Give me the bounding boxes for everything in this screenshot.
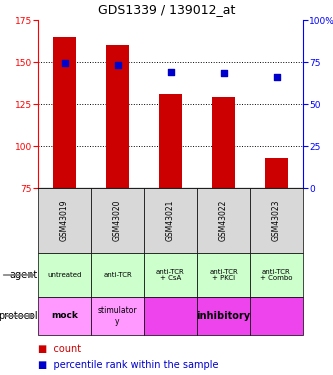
- Bar: [91, 188, 144, 253]
- Text: GSM43023: GSM43023: [272, 200, 281, 241]
- Bar: [53, 37, 77, 188]
- Text: inhibitory: inhibitory: [196, 311, 250, 321]
- Point: [168, 69, 173, 75]
- Bar: [211, 97, 235, 188]
- Bar: [144, 297, 197, 335]
- Text: stimulator
y: stimulator y: [98, 306, 137, 326]
- Bar: [91, 297, 144, 335]
- Text: untreated: untreated: [47, 272, 82, 278]
- Bar: [250, 188, 303, 253]
- Text: anti-TCR: anti-TCR: [103, 272, 132, 278]
- Bar: [197, 188, 250, 253]
- Bar: [91, 253, 144, 297]
- Text: GDS1339 / 139012_at: GDS1339 / 139012_at: [98, 3, 235, 16]
- Text: agent: agent: [10, 270, 38, 280]
- Point: [62, 60, 67, 66]
- Bar: [38, 253, 91, 297]
- Point: [221, 70, 226, 76]
- Text: anti-TCR
+ CsA: anti-TCR + CsA: [156, 268, 185, 282]
- Bar: [38, 297, 91, 335]
- Point: [115, 62, 120, 68]
- Bar: [197, 297, 250, 335]
- Text: ■  percentile rank within the sample: ■ percentile rank within the sample: [38, 360, 218, 370]
- Text: anti-TCR
+ PKCi: anti-TCR + PKCi: [209, 268, 238, 282]
- Bar: [250, 297, 303, 335]
- Text: mock: mock: [51, 312, 78, 321]
- Text: anti-TCR
+ Combo: anti-TCR + Combo: [260, 268, 293, 282]
- Bar: [144, 188, 197, 253]
- Point: [274, 74, 279, 80]
- Bar: [197, 253, 250, 297]
- Text: ■  count: ■ count: [38, 344, 81, 354]
- Bar: [250, 253, 303, 297]
- Bar: [159, 94, 182, 188]
- Text: GSM43022: GSM43022: [219, 200, 228, 241]
- Text: protocol: protocol: [0, 311, 38, 321]
- Text: GSM43020: GSM43020: [113, 200, 122, 241]
- Bar: [106, 45, 130, 188]
- Bar: [144, 253, 197, 297]
- Bar: [38, 188, 91, 253]
- Text: GSM43019: GSM43019: [60, 200, 69, 241]
- Bar: [265, 158, 288, 188]
- Text: GSM43021: GSM43021: [166, 200, 175, 241]
